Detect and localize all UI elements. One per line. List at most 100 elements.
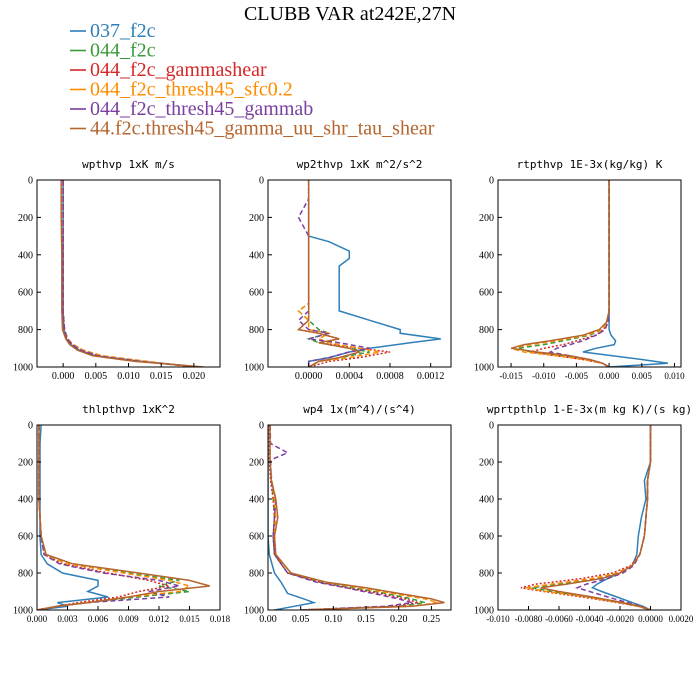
y-tick-label: 800 [479, 569, 494, 580]
y-tick-label: 200 [249, 213, 264, 224]
x-tick-label: 0.000 [52, 371, 75, 382]
series-line-3 [520, 425, 652, 610]
y-tick-label: 0 [489, 176, 494, 187]
series-line-5 [37, 425, 180, 610]
x-tick-label: -0.0020 [606, 614, 634, 624]
x-tick-label: -0.0040 [576, 614, 604, 624]
series-line-2 [62, 180, 194, 367]
y-tick-label: 600 [249, 288, 264, 299]
x-tick-label: 0.0004 [336, 371, 364, 382]
x-tick-label: 0.000 [27, 614, 48, 624]
series-group [60, 180, 204, 367]
legend-label: 44.f2c.thresh45_gamma_uu_shr_tau_shear [90, 118, 435, 140]
x-tick-label: 0.0012 [417, 371, 445, 382]
x-tick-label: 0.000 [599, 371, 620, 381]
x-tick-label: 0.20 [390, 614, 408, 625]
y-tick-label: 600 [479, 288, 494, 299]
series-line-1 [591, 425, 652, 610]
y-tick-label: 1000 [13, 606, 33, 617]
panel-title: wp2thvp 1xK m^2/s^2 [297, 158, 423, 171]
y-tick-label: 400 [249, 495, 264, 506]
x-tick-label: 0.015 [179, 614, 200, 624]
y-tick-label: 600 [249, 532, 264, 543]
panel-6: wprtpthlp 1-E-3x(m kg K)/(s kg) 0 200 400 60… [474, 403, 694, 624]
series-line-1 [62, 180, 201, 367]
series-group [510, 180, 669, 367]
series-line-6 [269, 425, 445, 610]
y-tick-label: 800 [479, 325, 494, 336]
y-tick-label: 0 [259, 176, 264, 187]
x-tick-label: -0.015 [499, 371, 523, 381]
panel-1: wpthvp 1xK m/s 0 200 400 600 800 1000 0.000 0.00… [13, 158, 221, 382]
panel-3: rtpthvp 1E-3x(kg/kg) K02004006008001000-… [474, 158, 685, 381]
series-line-6 [510, 180, 610, 367]
legend-entry: 044_f2c_gammashear [70, 59, 267, 81]
series-line-6 [296, 180, 362, 367]
series-group [520, 425, 652, 610]
x-tick-label: -0.0080 [515, 614, 543, 624]
y-tick-label: 1000 [13, 363, 33, 374]
figure-title: CLUBB VAR at242E,27N [244, 3, 456, 25]
panel-2: wp2thvp 1xK m^2/s^2 0 200 400 600 800 1000 0.00… [244, 158, 452, 382]
y-tick-label: 400 [249, 250, 264, 261]
legend: 037_f2c044_f2c044_f2c_gammashear044_f2c_… [70, 20, 435, 140]
y-tick-label: 400 [18, 495, 33, 506]
x-tick-label: 0.0000 [295, 371, 323, 382]
x-tick-label: 0.003 [57, 614, 78, 624]
y-tick-label: 1000 [244, 363, 264, 374]
series-line-3 [268, 425, 419, 610]
panel-title: rtpthvp 1E-3x(kg/kg) K [517, 158, 663, 171]
series-line-6 [60, 180, 204, 367]
x-tick-label: -0.010 [532, 371, 556, 381]
x-tick-label: 0.010 [664, 371, 685, 381]
series-line-3 [37, 425, 170, 610]
legend-entry: 44.f2c.thresh45_gamma_uu_shr_tau_shear [70, 118, 435, 140]
series-line-1 [37, 425, 109, 610]
series-line-6 [37, 425, 210, 610]
series-line-6 [540, 425, 652, 610]
x-tick-label: 0.0020 [669, 614, 694, 624]
series-line-3 [62, 180, 198, 367]
x-tick-label: 0.009 [118, 614, 139, 624]
series-line-2 [269, 425, 426, 610]
series-line-4 [510, 180, 610, 367]
panel-frame [497, 424, 682, 611]
legend-entry: 044_f2c_thresh45_sfc0.2 [70, 79, 293, 101]
y-tick-label: 200 [479, 213, 494, 224]
y-tick-label: 200 [479, 458, 494, 469]
series-group [296, 180, 441, 367]
y-tick-label: 200 [18, 213, 33, 224]
y-tick-label: 200 [18, 458, 33, 469]
y-tick-label: 1000 [244, 606, 264, 617]
legend-entry: 044_f2c [70, 40, 156, 62]
x-tick-label: 0.00 [259, 614, 277, 625]
x-tick-label: -0.005 [565, 371, 589, 381]
y-tick-label: 400 [479, 495, 494, 506]
y-tick-label: 800 [18, 325, 33, 336]
y-tick-label: 800 [249, 569, 264, 580]
series-line-5 [62, 180, 200, 367]
panel-frame [36, 179, 221, 368]
legend-label: 044_f2c_thresh45_sfc0.2 [90, 79, 293, 101]
legend-label: 044_f2c_gammashear [90, 59, 267, 81]
series-line-5 [269, 425, 413, 610]
y-tick-label: 600 [479, 532, 494, 543]
series-group [37, 425, 210, 610]
panel-frame [267, 424, 452, 611]
x-tick-label: 0.020 [183, 371, 206, 382]
y-tick-label: 0 [259, 421, 264, 432]
x-tick-label: 0.012 [149, 614, 169, 624]
y-tick-label: 1000 [474, 363, 494, 374]
panel-title: wp4 1x(m^4)/(s^4) [303, 403, 416, 416]
series-line-4 [269, 425, 439, 610]
y-tick-label: 600 [18, 288, 33, 299]
panel-frame [497, 179, 682, 368]
y-tick-label: 0 [28, 176, 33, 187]
x-tick-label: 0.018 [210, 614, 231, 624]
legend-entry: 037_f2c [70, 20, 156, 42]
x-tick-label: -0.010 [486, 614, 510, 624]
y-tick-label: 200 [249, 458, 264, 469]
